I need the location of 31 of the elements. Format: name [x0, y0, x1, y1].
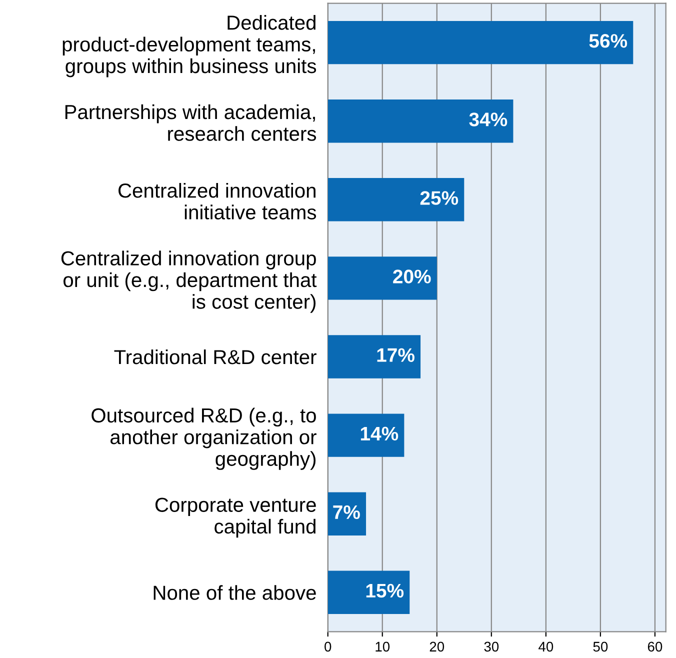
- data-label: 15%: [366, 584, 404, 598]
- data-label: 34%: [469, 112, 508, 126]
- bar: [328, 570, 410, 614]
- bar: [328, 414, 404, 457]
- y-tick-label: Corporate venture capital fund: [155, 498, 316, 538]
- bar: [328, 256, 437, 300]
- x-tick-label: 0: [324, 642, 332, 652]
- x-tick-label: 10: [376, 642, 390, 652]
- bar: [328, 335, 421, 378]
- y-tick-label: Traditional R&D center: [114, 349, 316, 364]
- x-tick-label: 50: [593, 642, 608, 652]
- y-tick-label: Dedicated product-development teams, groups within business units: [62, 15, 316, 78]
- data-label: 56%: [589, 34, 628, 48]
- bar: [328, 492, 366, 536]
- bar: [328, 100, 514, 143]
- x-tick-label: 20: [430, 642, 444, 652]
- x-tick-label: 40: [538, 642, 554, 652]
- data-label: 7%: [333, 505, 360, 520]
- y-tick-label: Centralized innovation initiative teams: [118, 182, 316, 220]
- data-label: 14%: [360, 426, 398, 440]
- x-tick-label: 60: [648, 642, 662, 652]
- data-label: 17%: [377, 348, 414, 362]
- y-tick-label: Partnerships with academia, research centers: [65, 104, 316, 141]
- y-tick-label: Centralized innovation group or unit (e.g., department that is cost center): [61, 250, 317, 313]
- bar: [328, 20, 634, 64]
- bar: [328, 178, 464, 222]
- data-label: 20%: [393, 270, 431, 284]
- y-tick-label: None of the above: [154, 585, 316, 600]
- y-tick-label: Outsourced R&D (e.g., to another organization or geography): [92, 408, 316, 470]
- data-label: 25%: [420, 191, 458, 205]
- x-tick-label: 30: [484, 642, 499, 652]
